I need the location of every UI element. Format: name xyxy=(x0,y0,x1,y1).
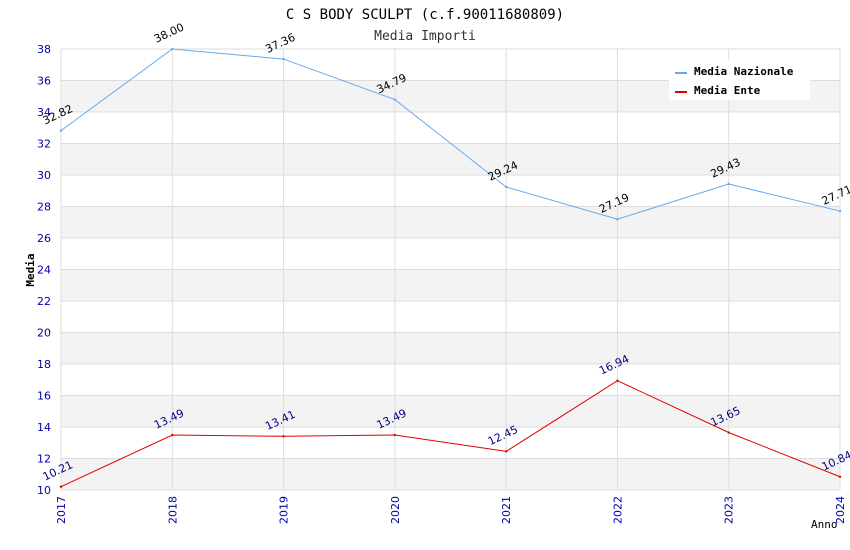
data-point xyxy=(282,435,285,438)
legend-label-media-nazionale: Media Nazionale xyxy=(694,65,794,78)
data-point xyxy=(282,57,285,61)
x-tick-label: 2019 xyxy=(278,496,291,524)
y-tick-label: 18 xyxy=(37,358,51,371)
data-point xyxy=(59,129,63,132)
y-tick-label: 24 xyxy=(37,264,51,277)
y-tick-label: 32 xyxy=(37,138,51,151)
y-tick-label: 16 xyxy=(37,390,51,403)
y-tick-label: 38 xyxy=(37,43,51,56)
y-axis-label: Media xyxy=(24,253,37,286)
grid-bands xyxy=(61,80,840,490)
series-line-media-ente xyxy=(60,380,841,488)
grid-band xyxy=(61,458,840,490)
data-point xyxy=(504,450,508,453)
grid-band xyxy=(61,269,840,301)
grid-band xyxy=(61,206,840,238)
x-tick-label: 2024 xyxy=(834,496,847,524)
grid-band xyxy=(61,332,840,364)
grid-band xyxy=(61,143,840,175)
legend-box xyxy=(669,60,810,100)
series-lines xyxy=(59,47,842,488)
y-tick-label: 30 xyxy=(37,169,51,182)
x-tick-label: 2023 xyxy=(723,496,736,524)
x-tick-labels: 2017 2018 2019 2020 2021 2022 2023 2024 xyxy=(55,496,847,524)
data-point xyxy=(727,182,730,186)
x-tick-label: 2021 xyxy=(500,496,513,524)
data-label: 37.36 xyxy=(263,31,297,56)
y-tick-label: 14 xyxy=(37,421,51,434)
data-point xyxy=(504,185,508,189)
y-tick-label: 28 xyxy=(37,201,51,214)
y-tick-label: 22 xyxy=(37,295,51,308)
x-tick-label: 2018 xyxy=(166,496,179,524)
grid-band xyxy=(61,395,840,427)
chart-subtitle: Media Importi xyxy=(374,29,476,44)
series-line-media-nazionale xyxy=(60,48,841,220)
x-tick-label: 2017 xyxy=(55,496,68,524)
data-point xyxy=(171,433,174,437)
data-point xyxy=(838,209,842,213)
data-point xyxy=(616,379,619,382)
y-tick-label: 10 xyxy=(37,484,51,497)
data-point xyxy=(171,47,174,51)
y-tick-label: 12 xyxy=(37,453,51,466)
x-tick-label: 2020 xyxy=(389,496,402,524)
legend: Media Nazionale Media Ente xyxy=(669,60,810,100)
data-point xyxy=(727,431,730,434)
y-tick-label: 20 xyxy=(37,327,51,340)
y-tick-labels: 10 12 14 16 18 20 22 24 26 28 30 32 34 36 38 xyxy=(37,43,51,497)
data-point xyxy=(616,218,619,221)
data-point xyxy=(59,485,63,488)
x-axis-label: Anno xyxy=(811,518,838,531)
data-point xyxy=(838,475,842,478)
legend-label-media-ente: Media Ente xyxy=(694,84,761,97)
chart-title: C S BODY SCULPT (c.f.90011680809) xyxy=(286,7,564,23)
data-point xyxy=(393,98,397,101)
y-tick-label: 34 xyxy=(37,106,51,119)
data-label: 27.71 xyxy=(820,183,850,208)
y-tick-label: 26 xyxy=(37,232,51,245)
data-point xyxy=(393,433,397,437)
data-label: 38.00 xyxy=(152,21,186,46)
y-tick-label: 36 xyxy=(37,75,51,88)
x-tick-label: 2022 xyxy=(611,496,624,524)
